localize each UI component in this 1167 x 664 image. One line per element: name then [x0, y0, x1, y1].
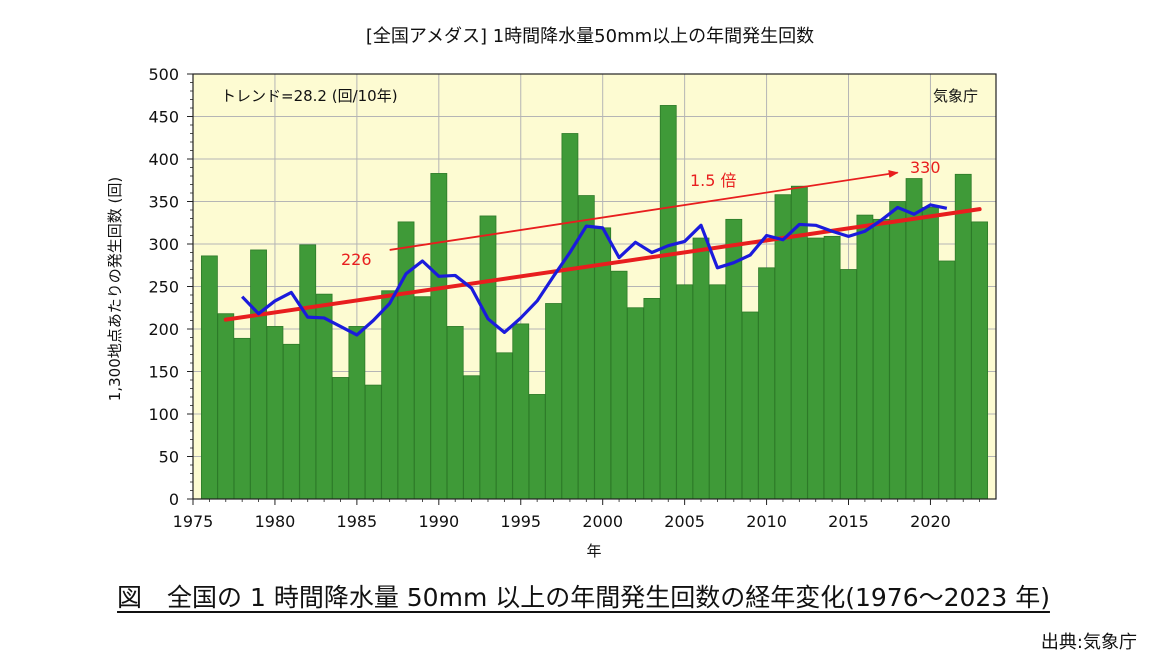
bar-2013	[807, 237, 825, 500]
x-tick-label: 2015	[828, 512, 869, 531]
end-value-label: 330	[910, 158, 941, 177]
x-tick-label: 2005	[664, 512, 705, 531]
bar-1986	[364, 384, 382, 500]
bar-1980	[266, 326, 284, 500]
source-note: 出典:気象庁	[1040, 632, 1137, 653]
bar-1998	[561, 133, 579, 500]
bar-1988	[397, 221, 415, 500]
bar-2019	[905, 178, 923, 500]
bar-2017	[872, 218, 890, 500]
bar-2002	[627, 307, 644, 500]
y-tick-label: 0	[169, 490, 179, 509]
bar-2005	[676, 284, 694, 500]
x-tick-label: 2010	[746, 512, 787, 531]
x-tick-label: 1990	[418, 512, 459, 531]
bar-1985	[348, 326, 366, 500]
bar-2023	[971, 221, 989, 500]
increase-arrow	[389, 170, 899, 251]
bar-1997	[545, 303, 562, 500]
bar-2010	[758, 267, 775, 500]
y-tick-label: 400	[148, 150, 179, 169]
bar-1977	[217, 313, 235, 500]
bar-2003	[643, 297, 661, 500]
bar-1982	[299, 244, 317, 500]
x-tick-label: 1975	[173, 512, 214, 531]
trend-rate-label: トレンド=28.2 (回/10年)	[221, 87, 398, 105]
bar-2020	[922, 207, 939, 500]
y-tick-label: 100	[148, 405, 179, 424]
bar-2021	[938, 260, 956, 500]
y-axis-label: 1,300地点あたりの発生回数 (回)	[106, 177, 124, 401]
bar-2015	[840, 269, 857, 500]
figure-caption: 図 全国の 1 時間降水量 50mm 以上の年間発生回数の経年変化(1976～2…	[117, 583, 1050, 612]
x-tick-label: 2000	[582, 512, 623, 531]
bar-1981	[282, 343, 300, 500]
x-axis-label: 年	[586, 542, 601, 560]
bar-1990	[430, 173, 448, 500]
x-tick-label: 1995	[500, 512, 541, 531]
chart-title: [全国アメダス] 1時間降水量50mm以上の年間発生回数	[366, 26, 814, 47]
bar-1987	[381, 290, 399, 500]
y-tick-label: 450	[148, 108, 179, 127]
x-tick-label: 2020	[910, 512, 951, 531]
x-tick-label: 1985	[337, 512, 378, 531]
bar-1992	[463, 375, 480, 500]
y-tick-label: 150	[148, 363, 179, 382]
ratio-label: 1.5 倍	[690, 171, 737, 190]
bar-1983	[315, 293, 333, 500]
y-tick-label: 250	[148, 278, 179, 297]
bar-1984	[332, 377, 349, 500]
bar-1978	[233, 337, 251, 500]
bar-1989	[414, 296, 431, 500]
y-tick-label: 350	[148, 193, 179, 212]
bar-1994	[495, 352, 513, 500]
agency-label: 気象庁	[933, 87, 978, 105]
bar-2006	[692, 237, 710, 500]
bar-1991	[446, 326, 464, 500]
bar-1996	[528, 394, 546, 500]
bar-2016	[856, 214, 874, 500]
y-tick-label: 200	[148, 320, 179, 339]
y-tick-label: 50	[159, 448, 179, 467]
bar-2000	[594, 227, 612, 500]
bar-1976	[200, 255, 218, 500]
bar-2001	[610, 270, 628, 500]
bar-1995	[512, 323, 530, 500]
start-value-label: 226	[341, 250, 372, 269]
bar-1979	[250, 249, 267, 500]
y-tick-label: 300	[148, 235, 179, 254]
bar-2022	[954, 173, 972, 500]
bar-2009	[741, 311, 759, 500]
bar-1993	[479, 215, 497, 500]
y-tick-label: 500	[148, 65, 179, 84]
x-tick-label: 1980	[255, 512, 296, 531]
bar-2014	[823, 235, 841, 500]
bar-2018	[889, 201, 907, 500]
bar-1999	[577, 195, 595, 500]
chart: [全国アメダス] 1時間降水量50mm以上の年間発生回数 0 50 100 150 20…	[106, 26, 997, 560]
moving-average-line	[241, 203, 948, 337]
bar-2007	[709, 284, 726, 500]
bar-2004	[659, 105, 677, 500]
trend-line	[223, 207, 982, 322]
